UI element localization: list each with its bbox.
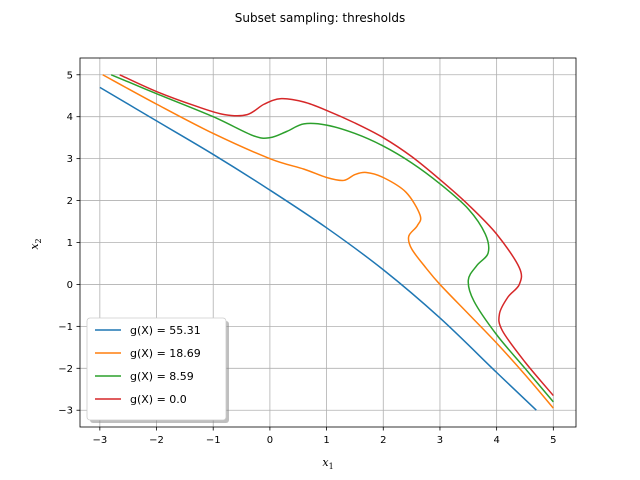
x-tick-label: −3 <box>92 435 107 446</box>
y-tick-label: −2 <box>58 364 73 375</box>
y-tick-label: 1 <box>67 238 73 249</box>
x-tick-label: −1 <box>206 435 221 446</box>
y-tick-label: 0 <box>67 280 73 291</box>
x-tick-label: 1 <box>323 435 329 446</box>
series-line-0 <box>99 86 537 411</box>
legend-entry-2: g(X) = 8.59 <box>130 370 194 383</box>
y-tick-label: −1 <box>58 322 73 333</box>
legend-entry-1: g(X) = 18.69 <box>130 347 201 360</box>
y-axis-label: x2 <box>28 238 43 249</box>
x-tick-label: 4 <box>493 435 499 446</box>
series-line-2 <box>110 74 554 403</box>
series-line-3 <box>119 74 554 397</box>
legend-frame <box>86 317 227 421</box>
x-axis-label: x1 <box>322 456 333 471</box>
x-tick-label: 2 <box>380 435 386 446</box>
legend-entry-3: g(X) = 0.0 <box>130 393 187 406</box>
y-tick-label: 4 <box>67 112 73 123</box>
y-tick-label: 3 <box>67 154 73 165</box>
legend: g(X) = 55.31 g(X) = 18.69 g(X) = 8.59 g(X) … <box>86 317 229 423</box>
y-tick-label: 2 <box>67 196 73 207</box>
legend-entry-0: g(X) = 55.31 <box>130 324 201 337</box>
x-tick-label: 3 <box>437 435 443 446</box>
series-line-1 <box>102 74 554 409</box>
x-tick-label: −2 <box>149 435 164 446</box>
axis-ticks: −3 −2 −1 0 1 2 3 4 5 −3 −2 −1 0 1 2 3 4 5 <box>58 70 556 446</box>
x-tick-label: 0 <box>267 435 273 446</box>
series-lines <box>99 74 554 411</box>
chart-title: Subset sampling: thresholds <box>235 11 405 25</box>
x-tick-label: 5 <box>550 435 556 446</box>
y-tick-label: 5 <box>67 70 73 81</box>
y-tick-label: −3 <box>58 406 73 417</box>
